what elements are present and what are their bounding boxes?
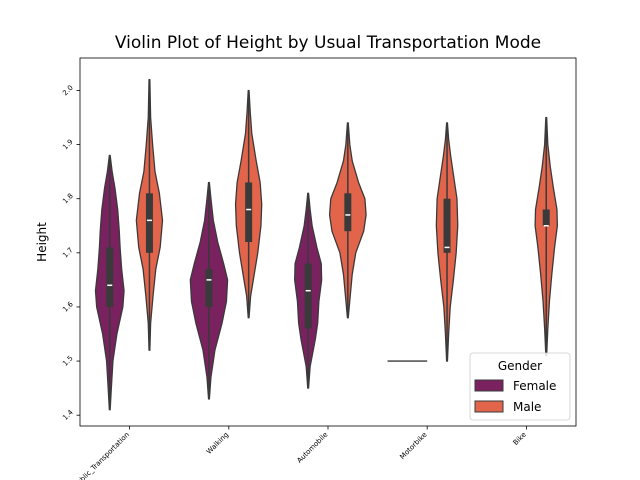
y-tick-label-1.7: 1.7 — [61, 246, 75, 260]
x-tick-label-bike: Bike — [512, 431, 528, 447]
x-tick-label-public-transportation: Public_Transportation — [72, 431, 131, 480]
x-tick-label-walking: Walking — [205, 431, 230, 456]
iqr-box-male-bike — [542, 209, 550, 226]
iqr-box-female-automobile — [304, 263, 312, 329]
x-axis: Public_Transportation Walking Automobile Mo… — [72, 426, 528, 480]
x-tick-label-automobile: Automobile — [295, 431, 329, 465]
y-axis: 1.4 1.5 1.6 1.7 1.8 1.9 2.0 — [61, 84, 80, 422]
iqr-box-male-public-transportation — [145, 193, 153, 253]
legend: Gender Female Male — [469, 352, 571, 421]
legend-label-female: Female — [513, 379, 556, 393]
legend-swatch-female — [474, 379, 504, 392]
iqr-box-male-motorbike — [443, 198, 451, 253]
legend-label-male: Male — [513, 400, 541, 414]
y-tick-label-1.4: 1.4 — [61, 408, 75, 422]
iqr-box-female-walking — [205, 269, 213, 307]
x-tick-label-motorbike: Motorbike — [398, 431, 428, 461]
y-tick-label-1.9: 1.9 — [61, 138, 75, 152]
y-tick-label-2.0: 2.0 — [61, 84, 75, 98]
legend-swatch-male — [474, 400, 504, 413]
legend-title: Gender — [498, 359, 542, 373]
iqr-box-male-automobile — [344, 193, 352, 232]
iqr-box-female-public-transportation — [106, 247, 114, 307]
chart-title: Violin Plot of Height by Usual Transport… — [115, 33, 541, 53]
y-axis-label: Height — [35, 222, 49, 262]
y-tick-label-1.5: 1.5 — [61, 354, 75, 368]
plot-area — [94, 79, 558, 411]
iqr-box-male-walking — [245, 182, 253, 242]
y-tick-label-1.8: 1.8 — [61, 192, 75, 206]
y-tick-label-1.6: 1.6 — [61, 300, 75, 314]
